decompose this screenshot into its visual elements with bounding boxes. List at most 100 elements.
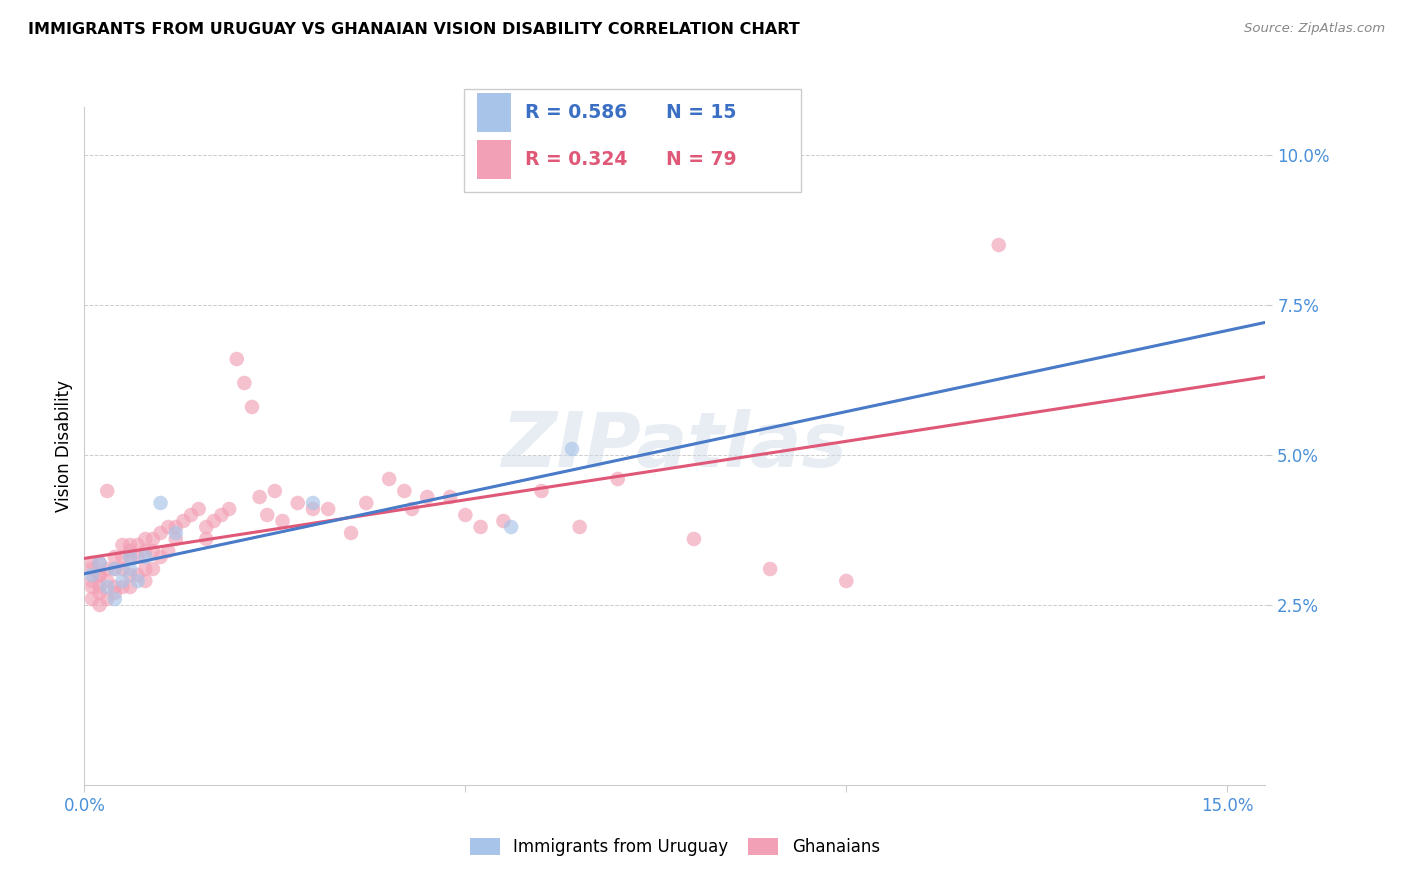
Point bbox=[134, 544, 156, 558]
Point bbox=[401, 502, 423, 516]
Point bbox=[120, 549, 142, 564]
Point bbox=[111, 574, 134, 588]
Point bbox=[180, 508, 202, 522]
Point bbox=[120, 549, 142, 564]
Point bbox=[271, 514, 294, 528]
Point bbox=[394, 483, 416, 498]
Point bbox=[80, 580, 103, 594]
Point bbox=[499, 520, 522, 534]
Point bbox=[157, 544, 180, 558]
Point bbox=[211, 508, 233, 522]
Point bbox=[104, 562, 127, 576]
Point bbox=[187, 502, 209, 516]
Point bbox=[149, 526, 172, 541]
Point bbox=[80, 574, 103, 588]
Point bbox=[134, 549, 156, 564]
Point bbox=[104, 549, 127, 564]
Point bbox=[96, 592, 118, 607]
Point bbox=[302, 496, 325, 510]
Point bbox=[416, 490, 439, 504]
Point bbox=[89, 568, 111, 582]
Point bbox=[104, 580, 127, 594]
Point bbox=[492, 514, 515, 528]
Point bbox=[202, 514, 225, 528]
Point bbox=[89, 598, 111, 612]
Point bbox=[149, 549, 172, 564]
Point bbox=[149, 496, 172, 510]
Point bbox=[142, 532, 165, 546]
Point bbox=[142, 544, 165, 558]
Text: R = 0.324: R = 0.324 bbox=[524, 151, 627, 169]
Point bbox=[127, 549, 149, 564]
Point bbox=[470, 520, 492, 534]
Point bbox=[134, 562, 156, 576]
Point bbox=[172, 514, 194, 528]
Point bbox=[96, 580, 118, 594]
Text: N = 79: N = 79 bbox=[666, 151, 737, 169]
Point bbox=[142, 562, 165, 576]
Legend: Immigrants from Uruguay, Ghanaians: Immigrants from Uruguay, Ghanaians bbox=[461, 830, 889, 864]
Text: IMMIGRANTS FROM URUGUAY VS GHANAIAN VISION DISABILITY CORRELATION CHART: IMMIGRANTS FROM URUGUAY VS GHANAIAN VISI… bbox=[28, 22, 800, 37]
Text: R = 0.586: R = 0.586 bbox=[524, 103, 627, 122]
Point bbox=[287, 496, 309, 510]
Y-axis label: Vision Disability: Vision Disability bbox=[55, 380, 73, 512]
Point bbox=[165, 532, 187, 546]
Point bbox=[233, 376, 256, 390]
Point bbox=[606, 472, 628, 486]
Point bbox=[263, 483, 285, 498]
Point bbox=[759, 562, 782, 576]
Point bbox=[568, 520, 591, 534]
Point bbox=[134, 532, 156, 546]
Point bbox=[195, 532, 218, 546]
Point bbox=[120, 544, 142, 558]
Point bbox=[302, 502, 325, 516]
Point bbox=[378, 472, 401, 486]
Point bbox=[195, 520, 218, 534]
Point bbox=[96, 562, 118, 576]
Point bbox=[89, 586, 111, 600]
Text: N = 15: N = 15 bbox=[666, 103, 737, 122]
Point bbox=[249, 490, 271, 504]
Point bbox=[104, 586, 127, 600]
Point bbox=[120, 568, 142, 582]
Point bbox=[120, 538, 142, 552]
Point bbox=[111, 562, 134, 576]
Point bbox=[356, 496, 378, 510]
Text: ZIPatlas: ZIPatlas bbox=[502, 409, 848, 483]
Point bbox=[530, 483, 553, 498]
Point bbox=[80, 592, 103, 607]
Point bbox=[104, 562, 127, 576]
Point bbox=[80, 568, 103, 582]
Point bbox=[96, 483, 118, 498]
Point bbox=[316, 502, 339, 516]
Point bbox=[127, 568, 149, 582]
Point bbox=[127, 538, 149, 552]
Point bbox=[218, 502, 240, 516]
FancyBboxPatch shape bbox=[478, 140, 512, 179]
Point bbox=[561, 442, 583, 456]
Point bbox=[240, 400, 263, 414]
Point bbox=[111, 549, 134, 564]
FancyBboxPatch shape bbox=[464, 89, 801, 192]
Point bbox=[127, 574, 149, 588]
Text: Source: ZipAtlas.com: Source: ZipAtlas.com bbox=[1244, 22, 1385, 36]
Point bbox=[80, 556, 103, 570]
Point bbox=[104, 592, 127, 607]
Point bbox=[134, 574, 156, 588]
Point bbox=[835, 574, 858, 588]
Point bbox=[80, 562, 103, 576]
Point bbox=[89, 556, 111, 570]
Point bbox=[165, 520, 187, 534]
Point bbox=[89, 556, 111, 570]
Point bbox=[340, 526, 363, 541]
Point bbox=[225, 351, 247, 366]
Point bbox=[439, 490, 461, 504]
Point bbox=[256, 508, 278, 522]
Point bbox=[454, 508, 477, 522]
Point bbox=[165, 526, 187, 541]
Point bbox=[111, 580, 134, 594]
Point bbox=[987, 238, 1010, 252]
Point bbox=[120, 562, 142, 576]
Point bbox=[96, 574, 118, 588]
Point bbox=[111, 538, 134, 552]
